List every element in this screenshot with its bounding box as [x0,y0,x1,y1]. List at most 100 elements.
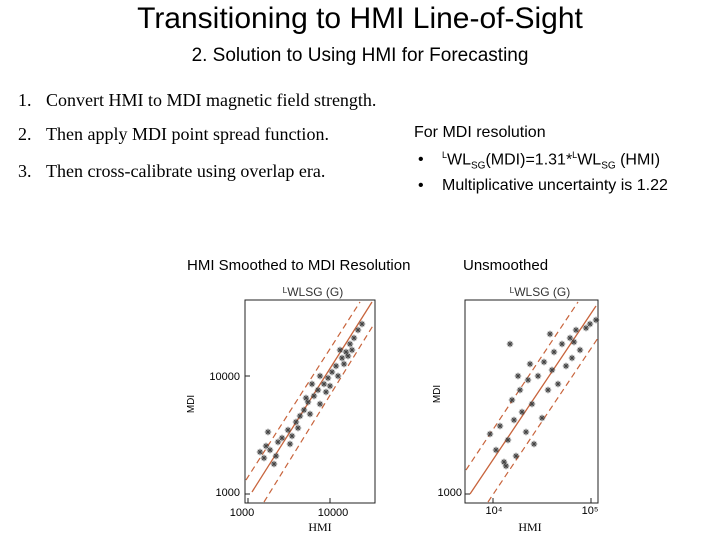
plot-top-label: ᴸWLSG (G) [283,285,343,299]
data-point [572,326,580,334]
step-2-number: 2. [18,124,32,144]
data-point [354,326,362,334]
data-point [530,440,538,448]
data-point [492,446,500,454]
bullet-marker: • [418,177,424,194]
smoothed-scatter-plot: ᴸWLSG (G) 10000 1000 1000 10000 MDI HMI [186,285,376,534]
data-points [486,316,600,470]
data-point [348,346,356,354]
data-point [306,410,314,418]
data-point [338,354,346,362]
data-point [324,374,332,382]
mdi-bullet-2: • Multiplicative uncertainty is 1.22 [418,177,668,194]
step-1-text: Convert HMI to MDI magnetic field streng… [46,90,377,110]
data-point [508,396,516,404]
data-point [576,346,584,354]
data-point [544,386,552,394]
data-point [566,334,574,342]
plot-frame [464,299,599,504]
data-point [526,360,534,368]
data-point [548,366,556,374]
x-axis-label: HMI [518,520,541,534]
bullet-marker: • [418,151,424,169]
data-point [554,380,562,388]
data-point [550,348,558,356]
data-point [284,426,292,434]
data-point [344,352,352,360]
data-point [328,368,336,376]
data-point [558,340,566,348]
mdi-bullet-1: • LWLSG(MDI)=1.31*LWLSG (HMI) [418,150,661,172]
data-point [332,362,340,370]
fit-lines [245,301,375,503]
step-1: 1. Convert HMI to MDI magnetic field stre… [18,90,376,111]
data-point [300,406,308,414]
data-point [568,354,576,362]
data-point [510,416,518,424]
data-point [256,448,264,456]
data-point [334,372,342,380]
data-point [528,400,536,408]
data-point [496,422,504,430]
step-1-number: 1. [18,90,32,110]
data-point [288,432,296,440]
y-tick-label: 1000 [216,487,240,499]
step-2: 2. Then apply MDI point spread function. [18,124,329,145]
x-tick-label: 10000 [318,507,349,519]
data-point [316,400,324,408]
data-point [346,340,354,348]
data-point [340,360,348,368]
data-point [518,408,526,416]
step-3-number: 3. [18,161,32,181]
data-point [534,372,542,380]
data-point [592,316,600,324]
data-point [278,434,286,442]
data-point [502,462,510,470]
data-point [562,362,570,370]
unsmoothed-scatter-plot: ᴸWLSG (G) 1000 10⁴ 10⁵ MDI HMI [432,285,600,534]
data-point [486,430,494,438]
data-point [522,428,530,436]
data-point [264,428,272,436]
mdi-resolution-heading: For MDI resolution [414,124,546,141]
data-point [538,414,546,422]
y-tick-label: 1000 [438,487,462,499]
data-point [314,386,322,394]
data-point [524,376,532,384]
data-point [266,446,274,454]
data-point [310,392,318,400]
data-point [286,440,294,448]
data-point [260,454,268,462]
data-point [514,372,522,380]
y-axis-label: MDI [186,395,197,413]
data-point [308,380,316,388]
data-point [262,442,270,450]
data-point [586,320,594,328]
data-point [582,324,590,332]
x-tick-label: 1000 [230,507,254,519]
step-3: 3. Then cross-calibrate using overlap era… [18,161,325,182]
left-plot-caption: HMI Smoothed to MDI Resolution [187,257,411,274]
data-point [358,320,366,328]
data-point [302,394,310,402]
step-2-text: Then apply MDI point spread function. [46,124,329,144]
page-subtitle: 2. Solution to Using HMI for Forecasting [191,45,529,66]
plot-top-label: ᴸWLSG (G) [510,285,570,299]
x-tick-label: 10⁴ [486,505,503,517]
data-point [292,418,300,426]
x-axis-label: HMI [308,520,331,534]
data-point [350,334,358,342]
upper-bound-line [245,301,361,481]
data-point [504,436,512,444]
data-point [570,338,578,346]
data-point [516,386,524,394]
data-point [540,358,548,366]
plot-frame [244,299,376,504]
lower-bound-line [263,323,375,503]
data-point [272,452,280,460]
data-point [296,412,304,420]
data-points [256,320,366,468]
step-3-text: Then cross-calibrate using overlap era. [46,161,326,181]
data-point [512,452,520,460]
x-tick-label: 10⁵ [582,505,599,517]
